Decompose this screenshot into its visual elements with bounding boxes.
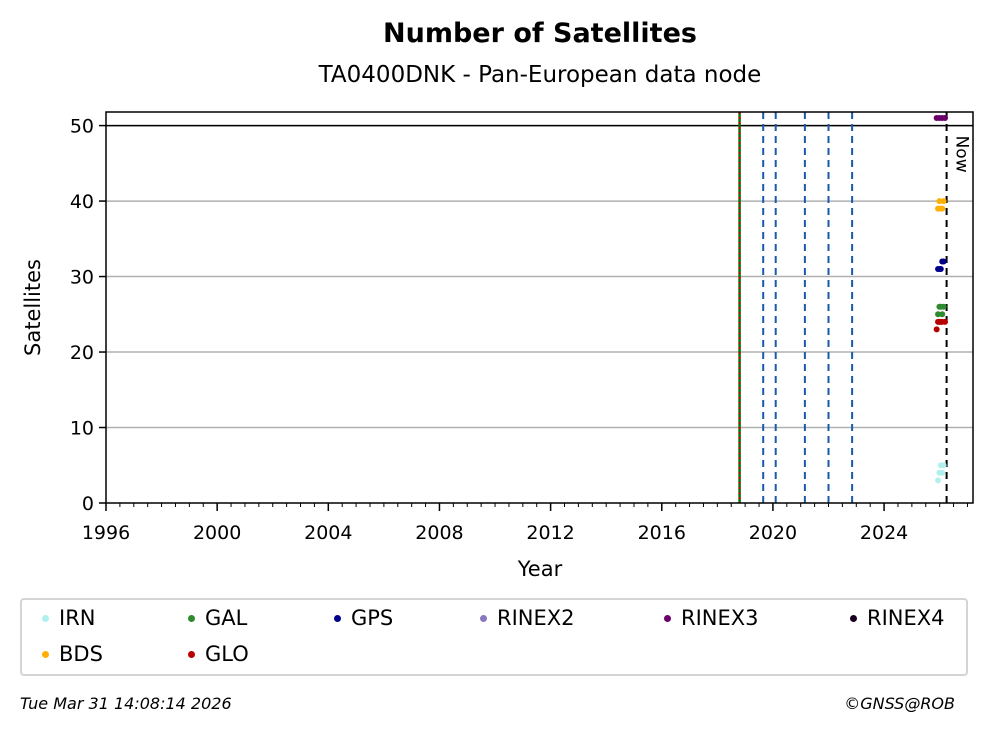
data-point-bds bbox=[936, 198, 943, 205]
axis-ticks: 0 10 20 30 40 50 1996 2000 2004 2008 2012 2016 2020 2… bbox=[70, 116, 968, 544]
y-tick-label: 0 bbox=[82, 493, 94, 515]
chart-title: Number of Satellites bbox=[383, 18, 697, 49]
legend-marker bbox=[850, 614, 857, 622]
x-tick-label: 2024 bbox=[860, 522, 908, 544]
data-point-gps bbox=[940, 258, 947, 265]
legend-label: GPS bbox=[351, 606, 394, 630]
y-tick-label: 30 bbox=[70, 267, 94, 289]
data-point-glo bbox=[933, 326, 940, 333]
legend-marker bbox=[664, 614, 671, 622]
y-tick-label: 20 bbox=[70, 342, 94, 364]
legend-item-bds: BDS bbox=[42, 642, 103, 666]
legend-marker bbox=[334, 614, 341, 622]
event-lines: Now bbox=[738, 112, 972, 503]
footer-timestamp: Tue Mar 31 14:08:14 2026 bbox=[20, 694, 232, 713]
x-tick-label: 2000 bbox=[193, 522, 241, 544]
legend-marker bbox=[480, 614, 487, 622]
legend-item-rinex4: RINEX4 bbox=[850, 606, 945, 630]
legend-label: IRN bbox=[59, 606, 96, 630]
legend-marker bbox=[188, 614, 195, 622]
y-tick-label: 10 bbox=[70, 418, 94, 440]
footer-copyright: ©GNSS@ROB bbox=[844, 694, 955, 713]
data-point-irn bbox=[940, 462, 947, 469]
data-points bbox=[933, 115, 948, 484]
data-point-bds bbox=[939, 205, 946, 212]
data-point-irn bbox=[939, 469, 946, 476]
data-point-gps bbox=[937, 266, 944, 273]
data-point-bds bbox=[940, 198, 947, 205]
legend-item-irn: IRN bbox=[42, 606, 96, 630]
y-tick-label: 40 bbox=[70, 191, 94, 213]
grid-lines bbox=[106, 124, 973, 429]
legend-item-gps: GPS bbox=[334, 606, 393, 630]
x-tick-label: 2020 bbox=[749, 522, 797, 544]
data-point-gal bbox=[935, 311, 942, 318]
legend-marker bbox=[188, 650, 195, 658]
legend-label: GAL bbox=[205, 606, 248, 630]
y-axis-label: Satellites bbox=[21, 259, 45, 356]
legend-label: RINEX3 bbox=[681, 606, 759, 630]
satellites-chart: Number of Satellites TA0400DNK - Pan-Eur… bbox=[21, 18, 974, 581]
plot-frame bbox=[105, 111, 974, 504]
data-point-gal bbox=[940, 303, 947, 310]
legend-item-glo: GLO bbox=[188, 642, 249, 666]
data-point-gal bbox=[939, 311, 946, 318]
x-tick-label: 1996 bbox=[82, 522, 130, 544]
legend-item-rinex2: RINEX2 bbox=[480, 606, 575, 630]
x-tick-label: 2016 bbox=[638, 522, 686, 544]
legend-item-gal: GAL bbox=[188, 606, 247, 630]
now-label: Now bbox=[952, 136, 972, 173]
legend-item-rinex3: RINEX3 bbox=[664, 606, 759, 630]
x-tick-label: 2012 bbox=[526, 522, 574, 544]
y-tick-label: 50 bbox=[70, 116, 94, 138]
legend-marker bbox=[42, 614, 49, 622]
x-tick-label: 2008 bbox=[415, 522, 463, 544]
data-point-irn bbox=[935, 477, 942, 484]
legend-label: RINEX2 bbox=[497, 606, 575, 630]
data-point-glo bbox=[941, 318, 948, 325]
x-axis-label: Year bbox=[517, 557, 563, 581]
x-tick-label: 2004 bbox=[304, 522, 352, 544]
data-point-rinex3 bbox=[941, 115, 948, 122]
legend-label: BDS bbox=[59, 642, 103, 666]
chart-subtitle: TA0400DNK - Pan-European data node bbox=[318, 62, 762, 88]
legend: IRN GAL GPS RINEX2 RINEX3 RINEX4 BDS GLO bbox=[20, 598, 968, 676]
legend-label: GLO bbox=[205, 642, 249, 666]
legend-label: RINEX4 bbox=[867, 606, 945, 630]
legend-marker bbox=[42, 650, 49, 658]
